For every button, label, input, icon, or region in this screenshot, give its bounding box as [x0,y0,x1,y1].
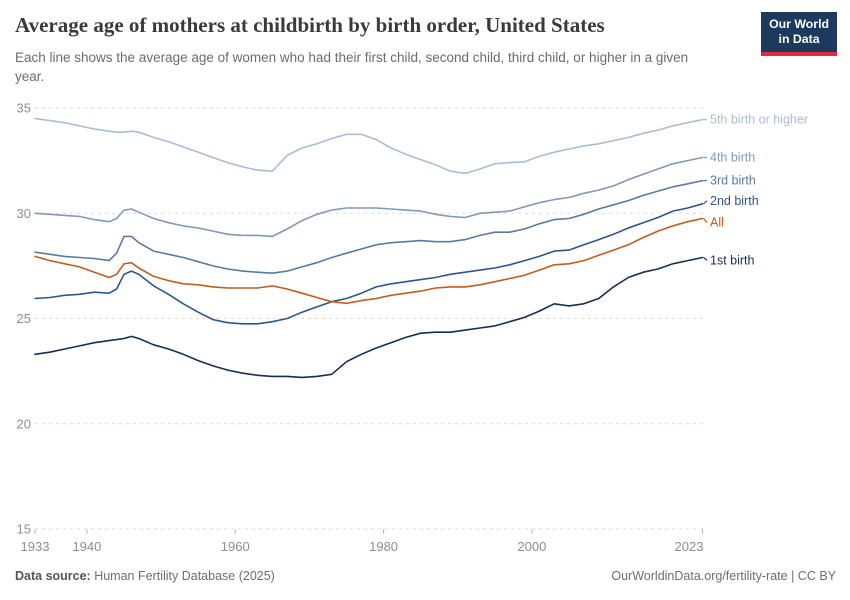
x-axis-label-1980: 1980 [369,539,398,554]
x-axis-label-2023: 2023 [675,539,704,554]
series-line-1st-birth[interactable] [34,256,704,379]
owid-logo-line2: in Data [778,32,820,47]
series-label-1st-birth[interactable]: 1st birth [710,253,755,267]
series-label-connector-2nd-birth [703,200,708,205]
series-line-5th-birth-or-higher[interactable] [34,117,704,175]
x-axis-label-2000: 2000 [517,539,546,554]
line-chart: 15 20 25 30 35 1933 1940 1960 1980 2000 2023 5th bi… [17,101,808,555]
series-label-4th-birth[interactable]: 4th birth [710,150,755,164]
y-axis-label-20: 20 [17,416,31,431]
series-label-connector-1st-birth [703,256,708,261]
series-line-4th-birth[interactable] [34,156,704,238]
series-label-connector-all [703,218,708,223]
series-label-2nd-birth[interactable]: 2nd birth [710,194,759,208]
owid-citation-link[interactable]: OurWorldinData.org/fertility-rate | CC B… [611,569,836,583]
owid-logo-line1: Our World [769,17,829,31]
data-source-text: Human Fertility Database (2025) [90,569,275,583]
x-axis-label-1933: 1933 [21,539,50,554]
data-source-note: Data source: Human Fertility Database (2… [15,569,275,583]
y-axis-label-35: 35 [17,101,31,116]
chart-subtitle: Each line shows the average age of women… [15,50,689,84]
x-axis-label-1960: 1960 [221,539,250,554]
series-line-3rd-birth[interactable] [34,179,704,274]
y-axis-label-30: 30 [17,206,31,221]
y-axis-label-25: 25 [17,311,31,326]
page-title: Average age of mothers at childbirth by … [15,13,605,37]
data-source-label: Data source: [15,569,91,583]
x-axis-label-1940: 1940 [72,539,101,554]
owid-logo[interactable]: Our World in Data [761,12,837,56]
series-line-2nd-birth[interactable] [34,203,704,325]
series-label-5th-birth-or-higher[interactable]: 5th birth or higher [710,113,808,127]
y-axis-label-15: 15 [17,522,31,537]
series-line-all[interactable] [34,217,704,305]
series-label-3rd-birth[interactable]: 3rd birth [710,174,756,188]
series-label-all[interactable]: All [710,216,724,230]
